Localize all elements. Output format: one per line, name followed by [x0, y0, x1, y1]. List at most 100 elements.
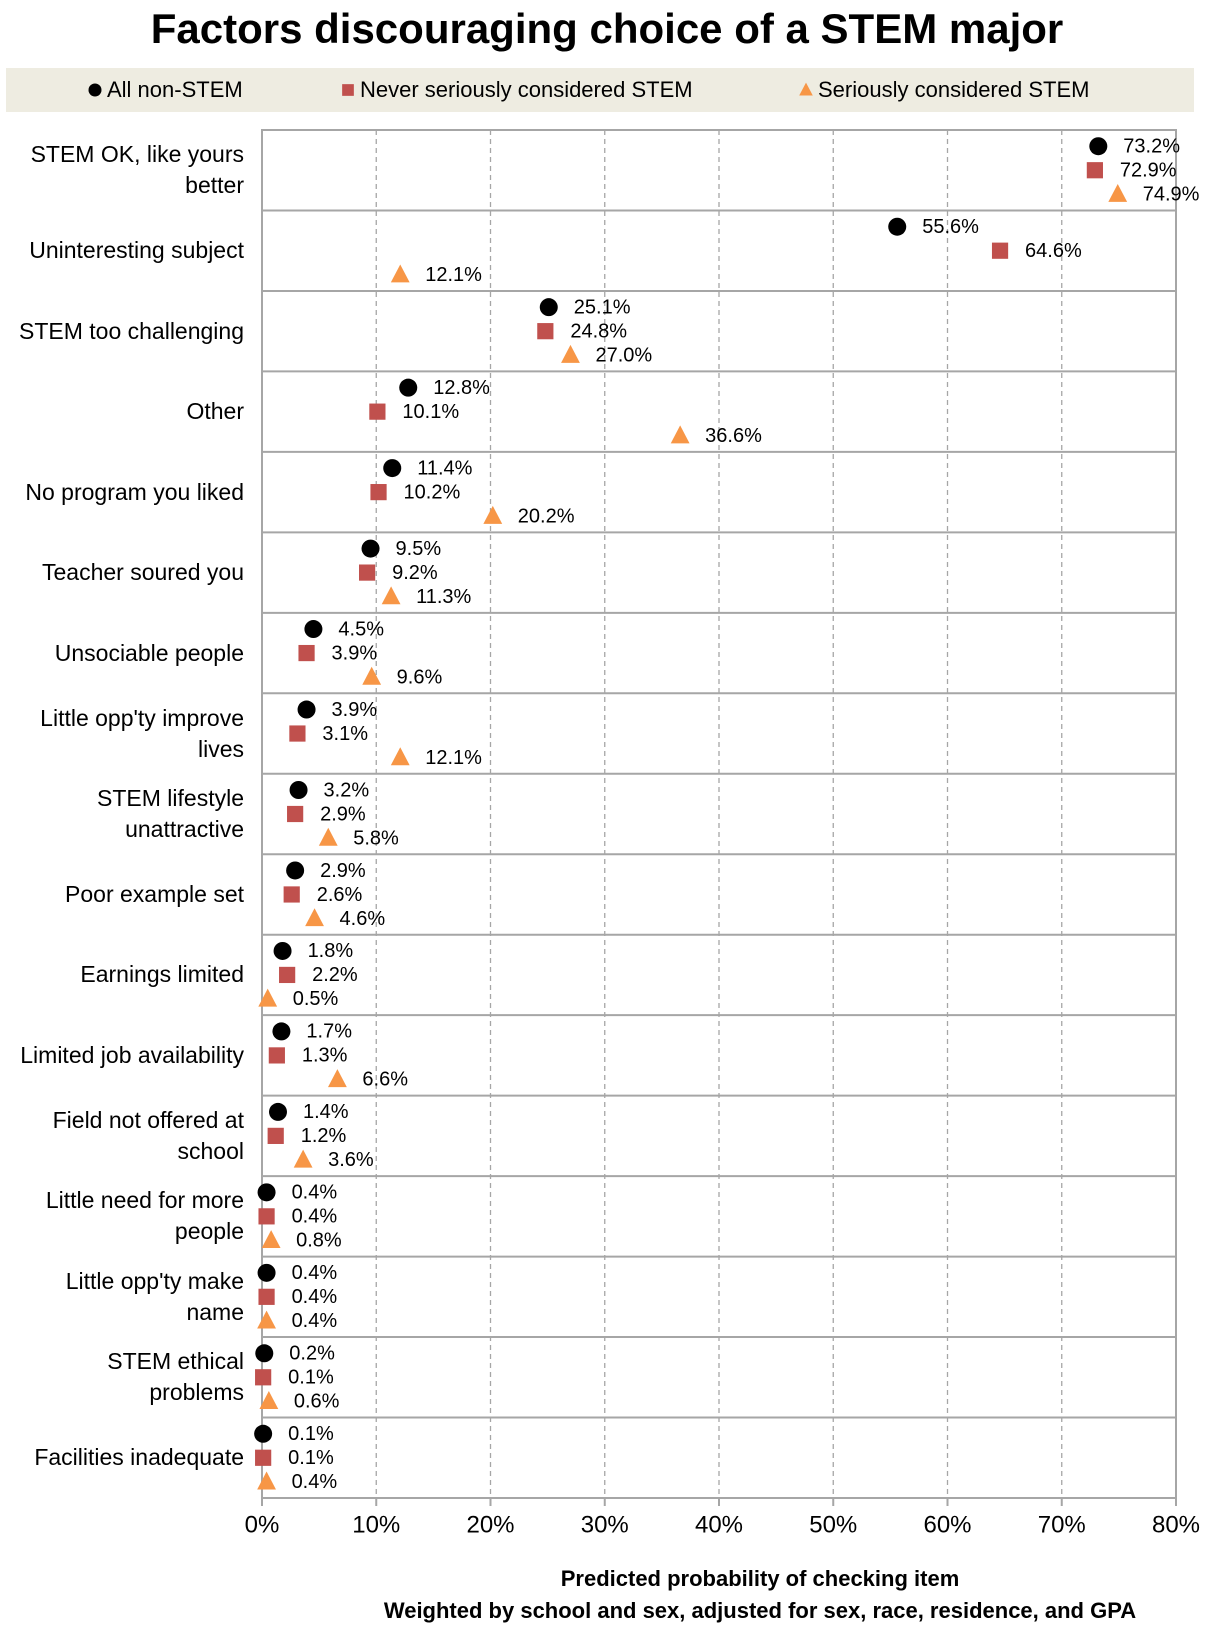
data-label: 3.9%	[332, 642, 378, 664]
data-label: 74.9%	[1143, 184, 1200, 206]
dot	[261, 1230, 281, 1249]
dot	[254, 1424, 273, 1443]
data-label: 0.1%	[288, 1423, 334, 1445]
dot	[390, 264, 410, 283]
data-label: 10.2%	[404, 481, 461, 503]
legend-label: Seriously considered STEM	[818, 77, 1089, 102]
y-tick-label: Other	[186, 398, 244, 425]
dot	[258, 988, 278, 1007]
dot	[279, 966, 296, 984]
data-label: 64.6%	[1025, 240, 1082, 262]
dot	[370, 484, 387, 501]
data-label: 0.4%	[292, 1262, 338, 1284]
dot	[255, 1449, 272, 1466]
dot	[539, 298, 558, 317]
x-axis-title: Predicted probability of checking item	[561, 1566, 960, 1591]
dot	[258, 1208, 275, 1225]
dot	[1089, 137, 1108, 156]
data-label: 20.2%	[518, 505, 575, 527]
data-label: 55.6%	[922, 216, 979, 238]
y-tick-label: Unsociable people	[54, 639, 244, 666]
dot	[259, 1391, 279, 1409]
dot	[888, 217, 907, 236]
dot	[305, 908, 324, 927]
dot	[670, 425, 690, 444]
dot	[257, 1310, 276, 1329]
data-label: 1.3%	[302, 1045, 348, 1067]
dot	[1108, 183, 1128, 202]
x-tick-label: 0%	[245, 1511, 280, 1538]
x-tick-label: 10%	[352, 1511, 400, 1538]
dot	[255, 1369, 272, 1386]
dot	[257, 1263, 276, 1282]
dot	[257, 1471, 276, 1490]
data-label: 5.8%	[353, 827, 399, 849]
y-tick-label: Facilities inadequate	[34, 1444, 244, 1471]
data-label: 12.1%	[425, 747, 482, 769]
data-label: 36.6%	[705, 425, 762, 447]
dot	[273, 941, 292, 960]
data-label: 0.4%	[292, 1206, 338, 1228]
data-label: 9.6%	[397, 666, 443, 688]
dot	[286, 861, 305, 880]
dot	[298, 644, 315, 662]
y-tick-label: STEM lifestyle unattractive	[97, 784, 244, 842]
dot	[318, 827, 338, 846]
y-tick-label: STEM OK, like yours better	[30, 141, 244, 199]
dot	[272, 1022, 291, 1041]
data-label: 0.2%	[289, 1343, 335, 1365]
data-label: 2.9%	[320, 860, 366, 882]
data-label: 2.9%	[320, 803, 366, 825]
dot	[283, 886, 300, 903]
data-label: 4.6%	[340, 908, 386, 930]
legend-label: Never seriously considered STEM	[360, 77, 693, 102]
data-label: 25.1%	[574, 296, 631, 318]
dot	[328, 1069, 347, 1088]
y-tick-label: No program you liked	[25, 478, 244, 505]
dot	[362, 666, 382, 685]
subtitle: Weighted by school and sex, adjusted for…	[384, 1598, 1136, 1623]
y-tick-label: Earnings limited	[80, 961, 244, 988]
dot	[1086, 162, 1103, 179]
dot	[991, 242, 1009, 259]
dot	[289, 781, 308, 799]
y-tick-label: Uninteresting subject	[29, 237, 244, 264]
data-label: 3.9%	[332, 699, 378, 721]
x-tick-label: 30%	[581, 1511, 629, 1538]
dot	[257, 1183, 276, 1202]
y-tick-label: STEM too challenging	[18, 317, 244, 344]
data-label: 10.1%	[402, 401, 459, 423]
dot	[383, 459, 402, 478]
legend-marker	[88, 83, 102, 97]
x-tick-label: 40%	[695, 1511, 743, 1538]
x-tick-label: 20%	[466, 1511, 514, 1538]
dot	[399, 378, 418, 397]
dot	[255, 1344, 274, 1363]
legend-label: All non-STEM	[107, 77, 243, 102]
dot	[561, 344, 580, 363]
dot	[293, 1149, 313, 1168]
dot	[390, 747, 410, 766]
data-label: 4.5%	[338, 618, 384, 640]
data-label: 1.8%	[308, 940, 354, 962]
x-tick-label: 80%	[1152, 1511, 1200, 1538]
data-label: 0.8%	[296, 1230, 342, 1252]
dot	[297, 700, 316, 719]
dot	[304, 620, 323, 639]
dot	[369, 403, 386, 420]
y-tick-label: Limited job availability	[20, 1041, 244, 1068]
dot	[268, 1102, 287, 1121]
dot	[359, 564, 376, 581]
y-tick-label: Field not offered at school	[52, 1106, 244, 1164]
data-label: 11.4%	[417, 457, 472, 479]
dot	[287, 805, 304, 823]
plot-border	[261, 129, 1177, 1499]
data-label: 2.2%	[312, 964, 358, 986]
data-label: 27.0%	[595, 344, 652, 366]
data-label: 0.5%	[293, 988, 339, 1010]
data-label: 12.8%	[433, 377, 490, 399]
data-label: 3.1%	[322, 723, 368, 745]
data-label: 0.4%	[292, 1310, 338, 1332]
